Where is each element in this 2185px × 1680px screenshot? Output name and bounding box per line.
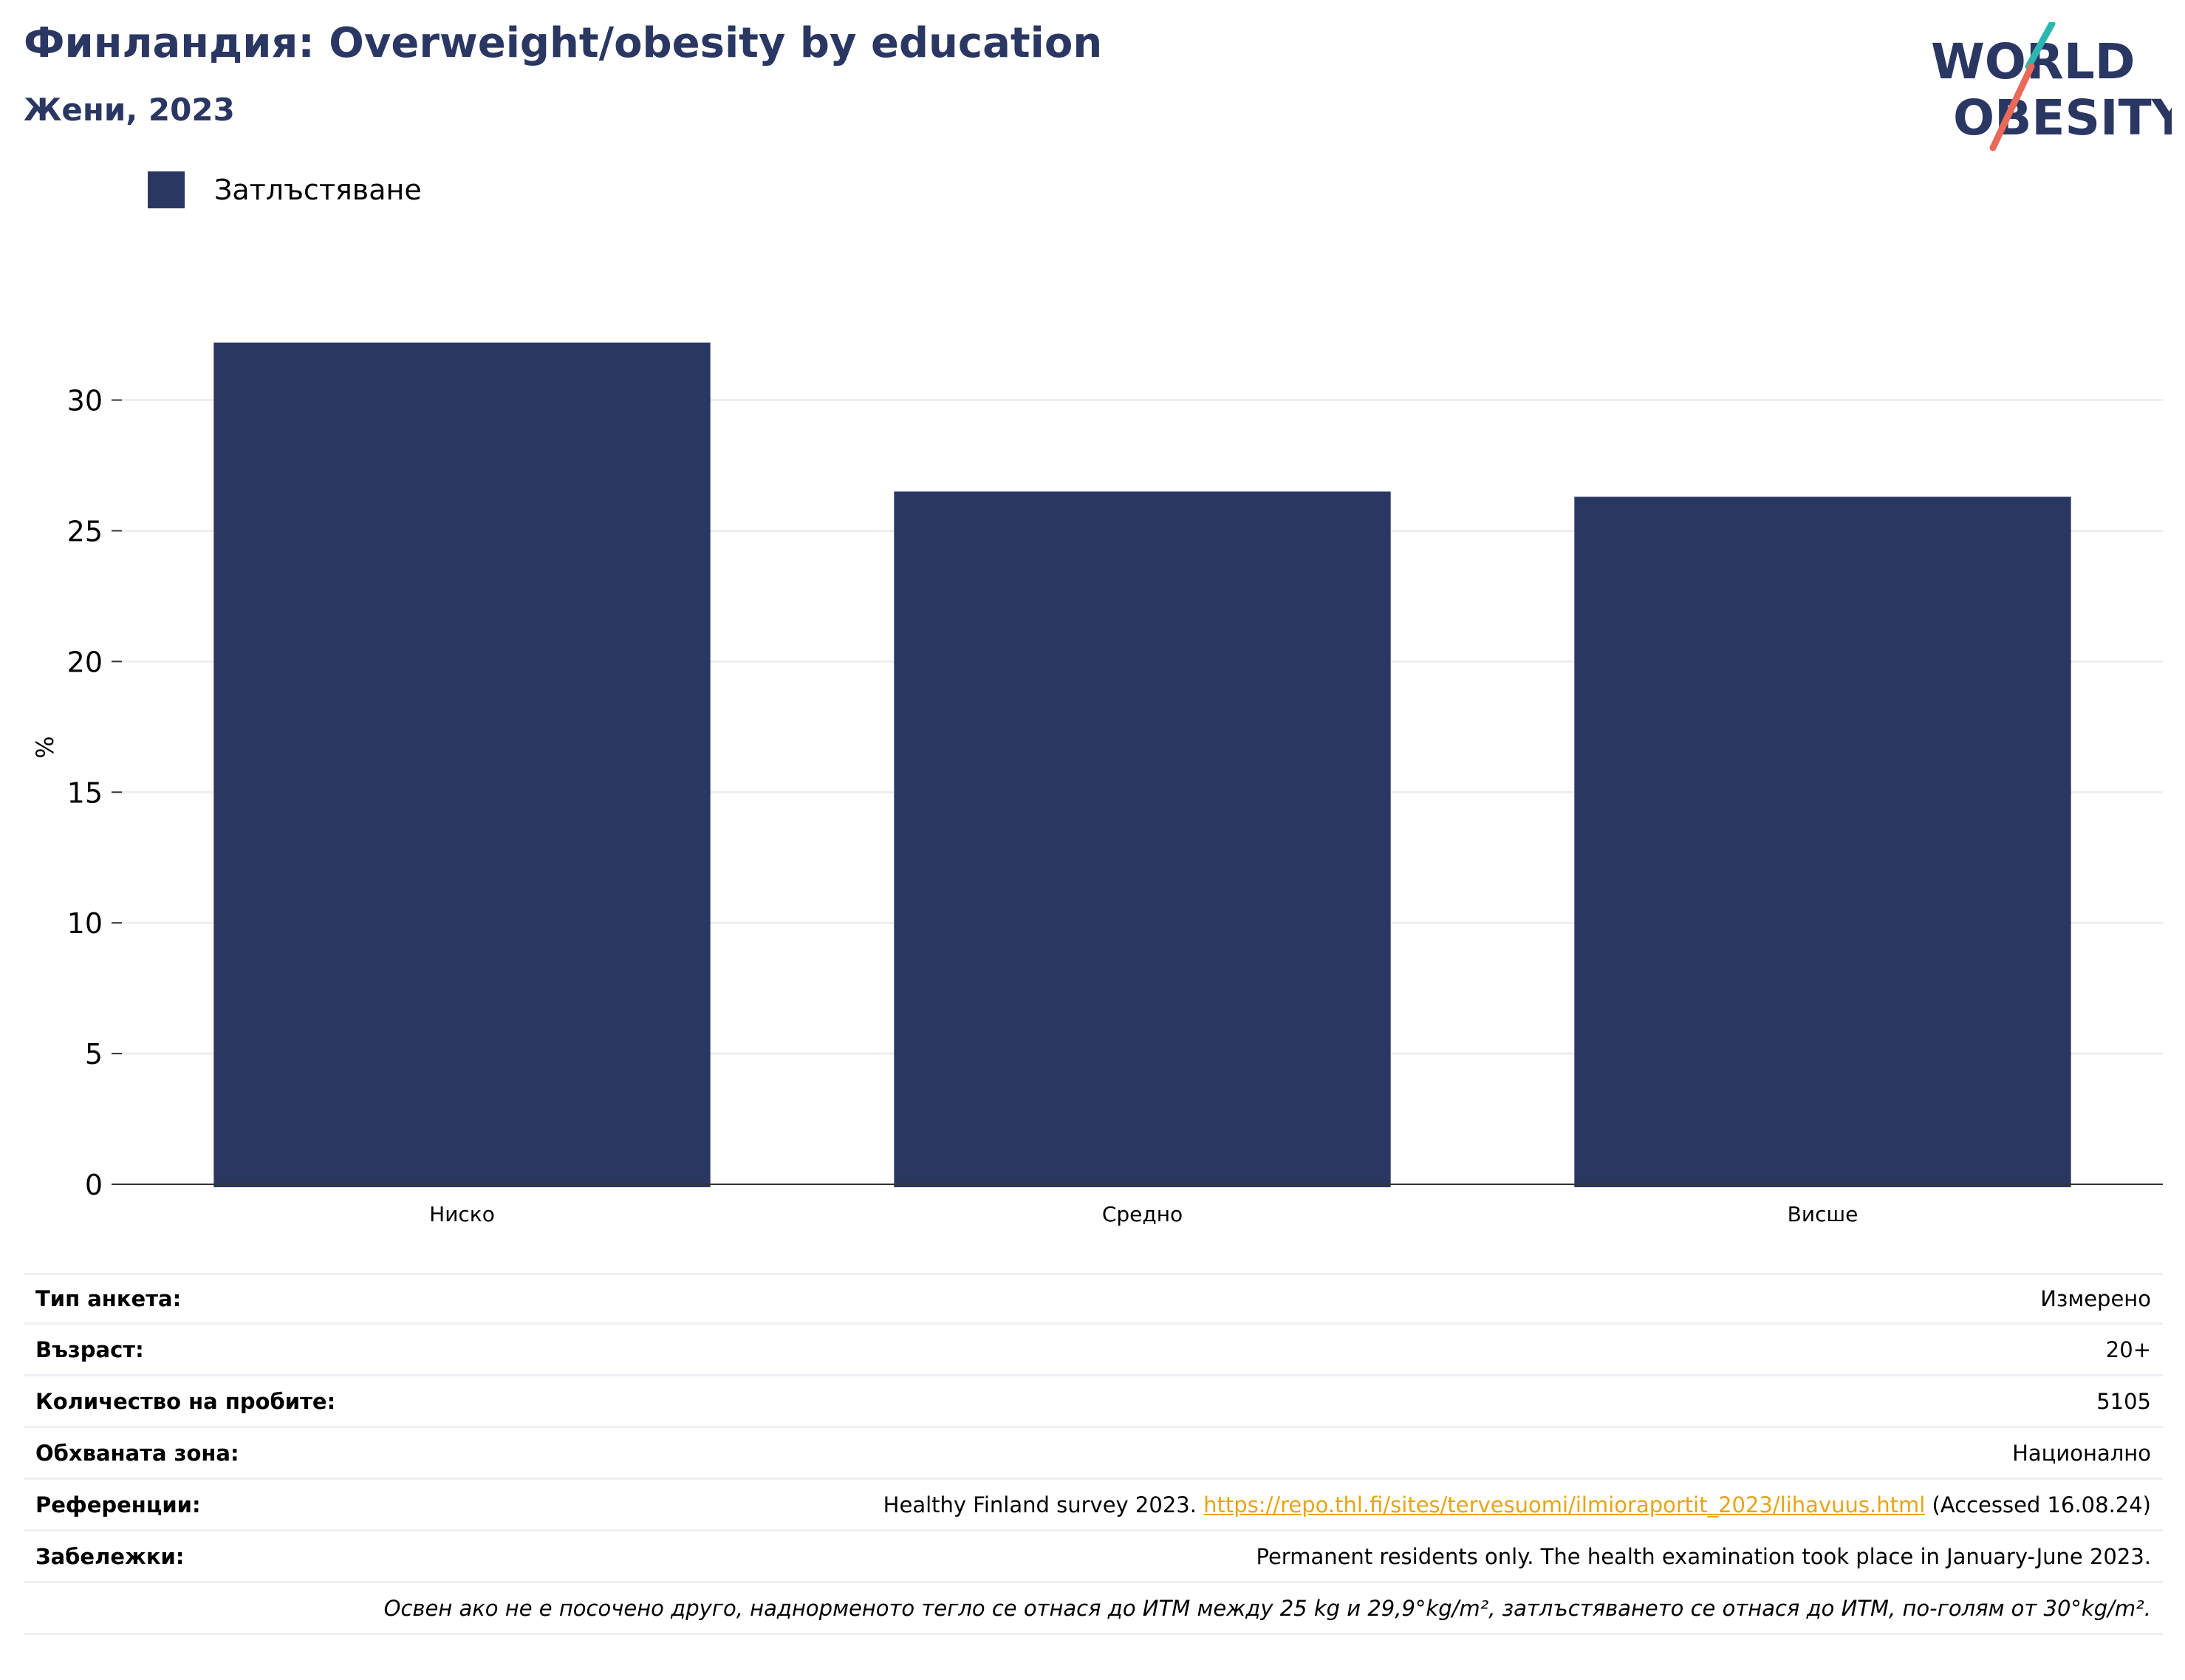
y-tick-label: 25: [67, 515, 103, 547]
chart-title: Финландия: Overweight/obesity by educati…: [24, 19, 1103, 67]
info-row-age: Възраст: 20+: [24, 1325, 2163, 1376]
info-row-notes: Забележки: Permanent residents only. The…: [24, 1532, 2163, 1583]
chart-subtitle: Жени, 2023: [24, 92, 235, 128]
info-row-survey-type: Тип анкета: Измерено: [24, 1273, 2163, 1325]
info-value: Permanent residents only. The health exa…: [1256, 1543, 2151, 1569]
x-tick-label: Ниско: [429, 1202, 495, 1226]
info-label: Забележки:: [35, 1543, 185, 1569]
info-table: Тип анкета: Измерено Възраст: 20+ Количе…: [24, 1273, 2163, 1635]
info-value: 20+: [2105, 1336, 2151, 1362]
info-row-sample-size: Количество на пробите: 5105: [24, 1376, 2163, 1428]
y-tick-label: 30: [67, 385, 103, 417]
info-row-references: Референции: Healthy Finland survey 2023.…: [24, 1480, 2163, 1532]
info-label: Тип анкета:: [35, 1286, 182, 1311]
info-value: 5105: [2096, 1388, 2151, 1414]
info-label: Обхваната зона:: [35, 1440, 239, 1466]
definition-note: Освен ако не е посочено друго, наднормен…: [383, 1595, 2151, 1621]
world-obesity-logo: WORLD OBESITY: [1931, 22, 2172, 151]
chart-legend: Затлъстяване: [148, 171, 422, 208]
info-row-definition: Освен ако не е посочено друго, наднормен…: [24, 1583, 2163, 1635]
legend-swatch: [148, 171, 185, 208]
legend-label: Затлъстяване: [214, 174, 422, 206]
y-tick-label: 5: [85, 1038, 103, 1071]
svg-text:OBESITY: OBESITY: [1953, 89, 2172, 146]
y-tick-label: 15: [67, 776, 103, 809]
y-axis-label: %: [31, 736, 59, 758]
x-tick-label: Висше: [1788, 1202, 1859, 1226]
info-value: Измерено: [2040, 1286, 2151, 1311]
y-tick-label: 20: [67, 646, 103, 678]
bar-chart: 0 5 10 15 20 25 30 Ниско Средно Висше%: [31, 342, 2163, 1226]
y-tick-label: 10: [67, 907, 103, 940]
bar: [1574, 496, 2071, 1187]
reference-prefix: Healthy Finland survey 2023.: [883, 1492, 1197, 1517]
reference-suffix: (Accessed 16.08.24): [1932, 1492, 2151, 1517]
info-value: Национално: [2012, 1440, 2151, 1466]
info-label: Количество на пробите:: [35, 1388, 336, 1414]
reference-link[interactable]: https://repo.thl.fi/sites/tervesuomi/ilm…: [1203, 1492, 1926, 1517]
info-row-area-covered: Обхваната зона: Национално: [24, 1428, 2163, 1480]
x-tick-label: Средно: [1102, 1202, 1183, 1226]
info-label: Възраст:: [35, 1336, 144, 1362]
info-label: Референции:: [35, 1492, 201, 1517]
bar: [213, 342, 711, 1187]
bar: [894, 491, 1391, 1187]
info-value: Healthy Finland survey 2023. https://rep…: [883, 1492, 2151, 1517]
y-tick-label: 0: [85, 1169, 103, 1201]
